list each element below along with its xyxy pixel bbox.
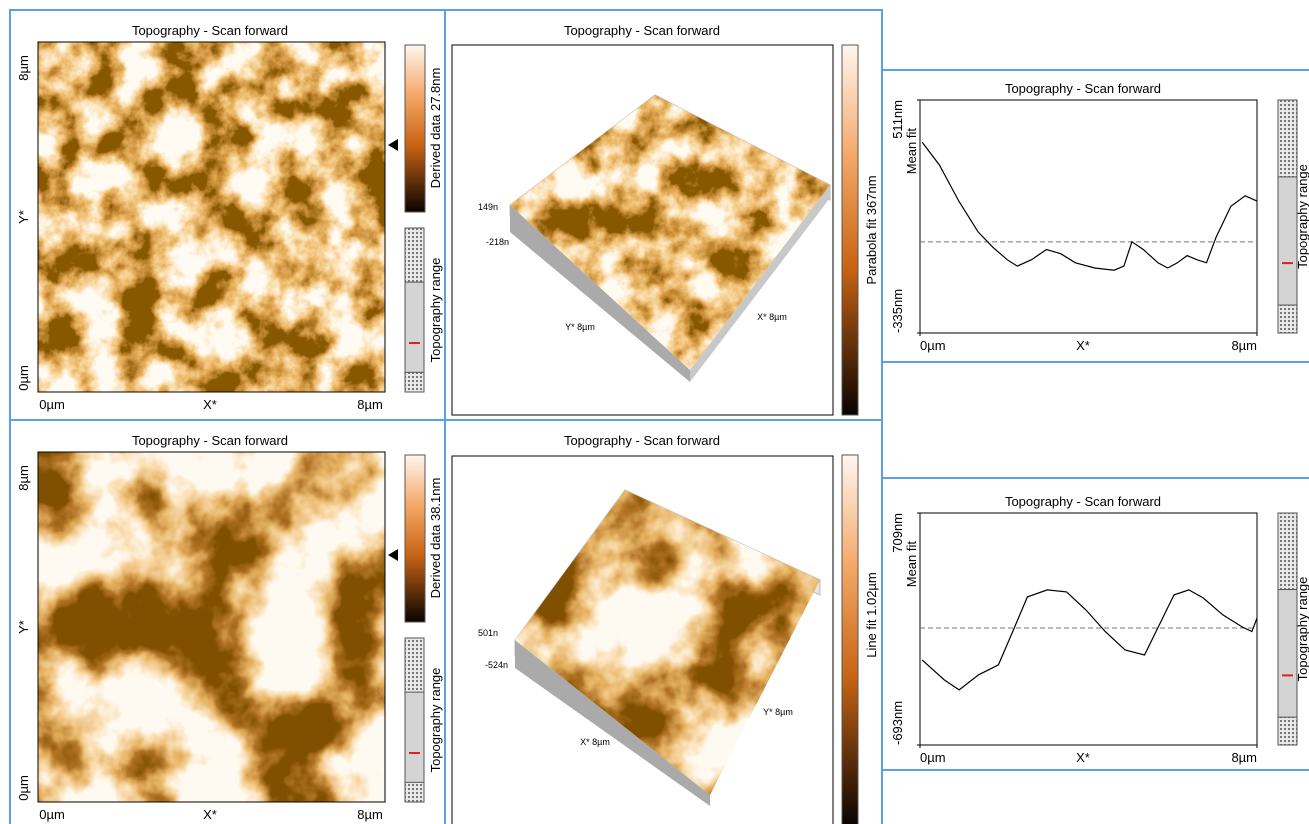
x-axis-label: X*: [203, 397, 217, 412]
x-start-label: 0µm: [39, 397, 65, 412]
range-label: Topography range: [428, 668, 443, 773]
x-tick-label: 8µm: [1231, 338, 1257, 353]
y-axis-label: Y*: [16, 620, 31, 634]
range-label: Topography range: [1295, 577, 1309, 682]
range-cap: [1278, 305, 1297, 333]
z-min-label: -524n: [485, 660, 508, 670]
z-min-label: -218n: [486, 237, 509, 247]
x-axis-label: X* 8µm: [580, 737, 610, 747]
x-axis-label: X*: [1076, 750, 1090, 765]
panel-title: Topography - Scan forward: [132, 433, 288, 448]
plot-area: [920, 100, 1257, 333]
x-tick-label: 0µm: [920, 750, 946, 765]
range-cap: [1278, 717, 1297, 745]
colorbar-label: Derived data 38.1nm: [428, 478, 443, 599]
colorbar-label: Line fit 1.02µm: [864, 572, 879, 658]
y-start-label: 0µm: [16, 365, 31, 391]
y-tick-label: -335nm: [890, 289, 905, 333]
y-axis-label: Mean fit: [904, 128, 919, 175]
x-end-label: 8µm: [357, 397, 383, 412]
topography-image: [38, 42, 385, 392]
colorbar: [405, 455, 425, 622]
level-marker: [388, 139, 398, 151]
panel-title: Topography - Scan forward: [564, 23, 720, 38]
y-axis-label: Y*: [16, 210, 31, 224]
x-start-label: 0µm: [39, 807, 65, 822]
range-cap: [405, 638, 424, 692]
range-cap: [405, 228, 424, 282]
panel-title: Topography - Scan forward: [564, 433, 720, 448]
range-cap: [405, 372, 424, 392]
x-tick-label: 8µm: [1231, 750, 1257, 765]
x-axis-label: X* 8µm: [757, 312, 787, 322]
z-max-label: 149n: [478, 202, 498, 212]
colorbar: [842, 455, 858, 824]
y-end-label: 8µm: [16, 55, 31, 81]
y-start-label: 0µm: [16, 775, 31, 801]
plot-area: [920, 513, 1257, 745]
colorbar: [842, 45, 858, 415]
colorbar-label: Parabola fit 367nm: [864, 175, 879, 284]
y-axis-label: Mean fit: [904, 541, 919, 588]
x-axis-label: X*: [1076, 338, 1090, 353]
range-label: Topography range: [428, 258, 443, 363]
y-axis-label: Y* 8µm: [763, 707, 793, 717]
y-tick-label: 511nm: [890, 100, 905, 139]
afm-window: Topography - Scan forward 8µm Y* 0µm 0µm X* 8µ…: [0, 0, 1309, 824]
y-tick-label: -693nm: [890, 701, 905, 745]
panel-title: Topography - Scan forward: [1005, 494, 1161, 509]
z-max-label: 501n: [478, 628, 498, 638]
range-label: Topography range: [1295, 164, 1309, 269]
topography-image: [38, 452, 385, 802]
panel-title: Topography - Scan forward: [132, 23, 288, 38]
level-marker: [388, 549, 398, 561]
x-tick-label: 0µm: [920, 338, 946, 353]
panel-title: Topography - Scan forward: [1005, 81, 1161, 96]
x-end-label: 8µm: [357, 807, 383, 822]
x-axis-label: X*: [203, 807, 217, 822]
y-end-label: 8µm: [16, 465, 31, 491]
y-axis-label: Y* 8µm: [565, 322, 595, 332]
colorbar-label: Derived data 27.8nm: [428, 68, 443, 189]
y-tick-label: 709nm: [890, 513, 905, 553]
colorbar: [405, 45, 425, 212]
range-cap: [405, 782, 424, 802]
